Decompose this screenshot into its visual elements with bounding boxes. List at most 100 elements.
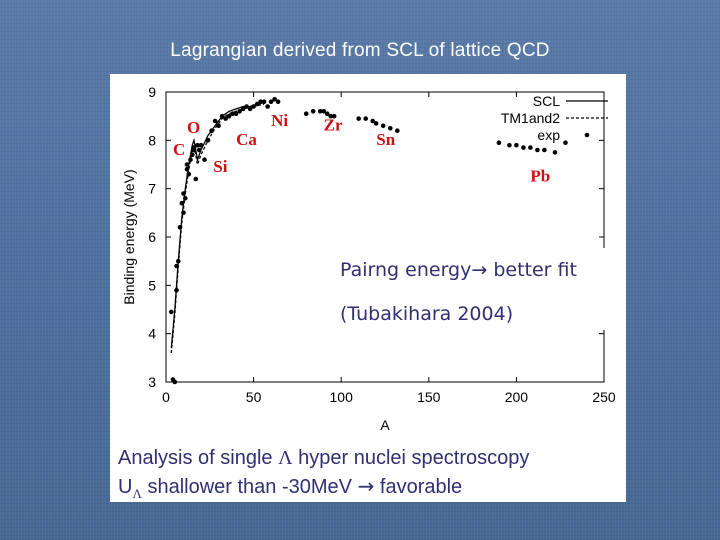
- x-tick-label: 200: [505, 389, 529, 405]
- data-point: [172, 379, 178, 385]
- legend-label: exp: [537, 127, 560, 143]
- data-point: [331, 113, 337, 119]
- data-point: [388, 126, 393, 131]
- data-point: [380, 123, 386, 129]
- data-point: [174, 287, 179, 293]
- y-tick-label: 9: [148, 84, 156, 100]
- data-point: [247, 106, 253, 112]
- data-point: [328, 113, 333, 119]
- y-tick-label: 4: [148, 326, 156, 342]
- data-point: [209, 128, 214, 133]
- data-point: [226, 113, 232, 119]
- data-point: [542, 147, 547, 153]
- x-tick-label: 100: [330, 389, 354, 405]
- pairing-suffix: better fit: [487, 259, 577, 281]
- legend-label: TM1and2: [501, 110, 560, 126]
- data-point: [356, 116, 361, 121]
- data-point: [212, 118, 218, 124]
- data-point: [233, 111, 239, 116]
- data-point: [303, 111, 309, 116]
- pairing-label: Pairng energy: [340, 259, 472, 281]
- y-tick-label: 3: [148, 374, 156, 390]
- analysis-text-c: shallower than -30MeV: [141, 476, 358, 498]
- data-point: [202, 157, 207, 162]
- pairing-note: Pairng energy→ better fit (Tubakihara 20…: [328, 248, 626, 330]
- data-point: [395, 128, 400, 133]
- data-point: [272, 97, 277, 102]
- analysis-text-b: hyper nuclei spectroscopy: [292, 447, 530, 469]
- slide-title: Lagrangian derived from SCL of lattice Q…: [170, 40, 550, 61]
- data-point: [191, 147, 197, 153]
- data-point: [179, 200, 185, 206]
- favorable-arrow: →: [357, 474, 375, 498]
- data-point: [181, 191, 186, 196]
- data-point: [317, 109, 323, 114]
- data-point: [193, 176, 199, 182]
- y-tick-label: 7: [148, 181, 156, 197]
- data-point: [251, 104, 256, 109]
- data-point: [563, 140, 568, 145]
- data-point: [230, 111, 235, 116]
- data-point: [186, 171, 192, 177]
- data-point: [177, 225, 183, 230]
- lambda-symbol: Λ: [278, 447, 293, 469]
- legend-swatch-point: [584, 132, 590, 138]
- y-tick-label: 8: [148, 132, 156, 148]
- y-tick-label: 5: [148, 277, 156, 293]
- x-tick-label: 250: [592, 389, 616, 405]
- nucleus-label: O: [187, 118, 200, 137]
- series-line-tm1and2: [170, 103, 265, 354]
- analysis-line-1: Analysis of single Λ hyper nuclei spectr…: [118, 447, 529, 470]
- data-point: [324, 111, 330, 116]
- pairing-arrow: →: [471, 259, 488, 281]
- analysis-line-2: UΛ shallower than -30MeV → favorable: [118, 474, 462, 502]
- data-point: [496, 140, 502, 145]
- data-point: [169, 309, 174, 315]
- analysis-text-d: favorable: [374, 476, 463, 498]
- analysis-note: Analysis of single Λ hyper nuclei spectr…: [110, 438, 626, 502]
- data-point: [275, 99, 281, 104]
- y-tick-label: 6: [148, 229, 156, 245]
- x-tick-label: 150: [417, 389, 441, 405]
- data-point: [216, 123, 221, 129]
- data-point: [205, 138, 211, 143]
- data-point: [258, 99, 263, 104]
- data-point: [198, 142, 204, 148]
- nucleus-label: Ca: [236, 130, 257, 149]
- data-point: [535, 147, 540, 153]
- data-point: [244, 104, 249, 109]
- potential-subscript: Λ: [132, 486, 142, 501]
- nucleus-label: Zr: [324, 116, 343, 135]
- y-axis-label: Binding energy (MeV): [121, 169, 137, 304]
- data-point: [321, 109, 326, 114]
- data-point: [254, 101, 260, 107]
- data-point: [268, 99, 274, 104]
- data-point: [183, 196, 188, 201]
- pairing-text: Pairng energy→ better fit: [340, 259, 577, 281]
- nucleus-label: Pb: [530, 166, 550, 185]
- pairing-reference: (Tubakihara 2004): [340, 303, 514, 325]
- data-point: [240, 106, 246, 112]
- data-point: [197, 147, 202, 153]
- x-tick-label: 50: [246, 389, 262, 405]
- data-point: [521, 145, 526, 150]
- analysis-text-a: Analysis of single: [118, 447, 279, 469]
- nucleus-label: Sn: [376, 130, 395, 149]
- nucleus-label: C: [173, 140, 185, 159]
- data-point: [174, 263, 179, 269]
- nucleus-label: Ni: [271, 111, 288, 130]
- x-axis-label: A: [380, 417, 390, 433]
- data-point: [176, 258, 181, 264]
- data-point: [181, 210, 186, 216]
- data-point: [552, 150, 558, 155]
- nucleus-label: Si: [213, 157, 227, 176]
- potential-symbol: U: [118, 476, 133, 498]
- data-point: [223, 116, 228, 121]
- data-point: [507, 142, 512, 148]
- data-point: [190, 152, 195, 158]
- data-point: [261, 99, 267, 104]
- data-point: [370, 118, 376, 124]
- data-point: [184, 167, 190, 172]
- data-point: [310, 109, 316, 114]
- x-tick-label: 0: [162, 389, 170, 405]
